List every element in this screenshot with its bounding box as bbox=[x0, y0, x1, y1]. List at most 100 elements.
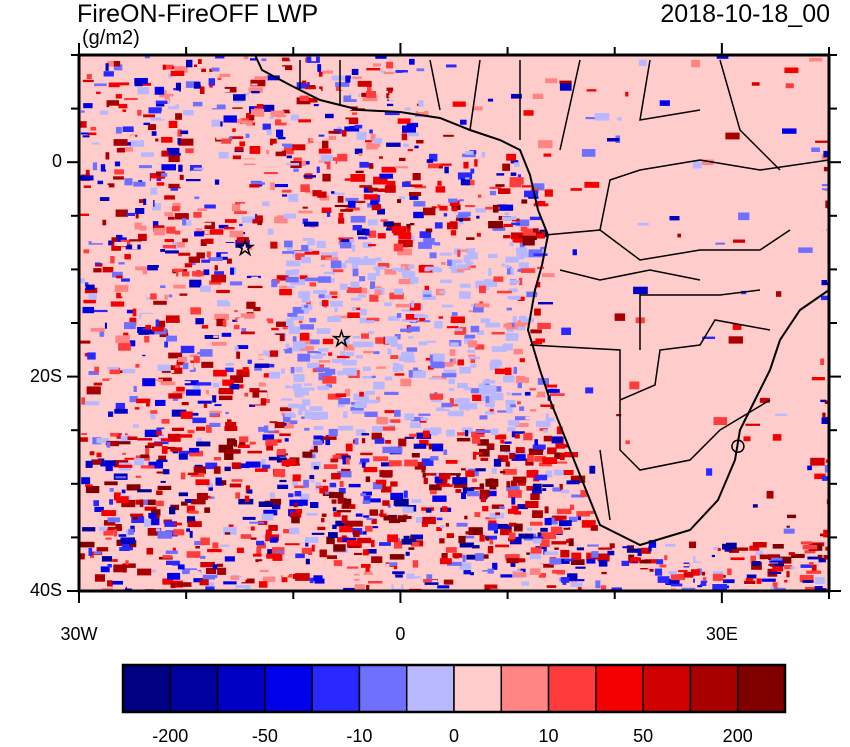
lwp-cell bbox=[381, 115, 392, 122]
lwp-cell bbox=[455, 159, 460, 164]
lwp-cell bbox=[85, 401, 100, 406]
lwp-cell bbox=[263, 61, 275, 65]
lwp-cell bbox=[467, 340, 478, 347]
lwp-cell bbox=[825, 459, 829, 463]
x-tick-label: 30E bbox=[705, 624, 738, 644]
lwp-cell bbox=[530, 521, 543, 526]
lwp-cell bbox=[83, 67, 97, 74]
lwp-cell bbox=[697, 585, 703, 588]
lwp-cell bbox=[351, 244, 356, 252]
lwp-cell bbox=[288, 326, 301, 334]
lwp-cell bbox=[586, 510, 594, 514]
lwp-cell bbox=[257, 208, 265, 216]
lwp-cell bbox=[420, 417, 428, 421]
lwp-cell bbox=[532, 444, 546, 450]
lwp-cell bbox=[248, 270, 260, 274]
lwp-cell bbox=[320, 436, 324, 444]
lwp-cell bbox=[772, 434, 782, 441]
lwp-cell bbox=[319, 195, 330, 201]
lwp-cell bbox=[291, 516, 300, 524]
lwp-cell bbox=[455, 217, 471, 221]
lwp-cell bbox=[354, 584, 365, 591]
lwp-cell bbox=[282, 57, 290, 62]
lwp-cell bbox=[118, 441, 131, 445]
lwp-cell bbox=[446, 64, 457, 68]
lwp-cell bbox=[335, 393, 346, 398]
lwp-cell bbox=[517, 401, 521, 405]
lwp-cell bbox=[804, 586, 819, 591]
lwp-cell bbox=[363, 366, 371, 372]
lwp-cell bbox=[401, 133, 408, 141]
lwp-cell bbox=[116, 148, 125, 153]
lwp-cell bbox=[514, 434, 520, 439]
lwp-cell bbox=[439, 160, 452, 166]
lwp-cell bbox=[128, 528, 134, 535]
lwp-cell bbox=[359, 185, 372, 188]
lwp-cell bbox=[223, 581, 237, 585]
lwp-cell bbox=[691, 59, 701, 68]
lwp-cell bbox=[210, 102, 217, 109]
lwp-cell bbox=[237, 317, 245, 325]
lwp-cell bbox=[107, 580, 113, 587]
lwp-cell bbox=[728, 336, 743, 344]
lwp-cell bbox=[89, 149, 99, 153]
lwp-cell bbox=[439, 558, 452, 565]
lwp-cell bbox=[249, 521, 265, 524]
lwp-cell bbox=[276, 449, 286, 456]
lwp-cell bbox=[488, 221, 503, 229]
lwp-cell bbox=[292, 474, 301, 482]
lwp-cell bbox=[534, 455, 546, 462]
lwp-cell bbox=[448, 262, 457, 269]
lwp-cell bbox=[304, 221, 319, 227]
lwp-cell bbox=[166, 560, 180, 566]
lwp-cell bbox=[429, 484, 442, 491]
lwp-cell bbox=[470, 363, 477, 368]
lwp-cell bbox=[79, 175, 94, 181]
lwp-cell bbox=[359, 161, 373, 168]
lwp-cell bbox=[214, 404, 222, 407]
lwp-cell bbox=[345, 351, 355, 357]
lwp-cell bbox=[81, 433, 87, 435]
lwp-cell bbox=[563, 470, 574, 475]
lwp-cell bbox=[120, 434, 132, 442]
lwp-cell bbox=[447, 411, 463, 416]
lwp-cell bbox=[150, 187, 158, 195]
lwp-cell bbox=[502, 343, 513, 351]
lwp-cell bbox=[316, 328, 331, 334]
lwp-cell bbox=[332, 524, 337, 529]
lwp-cell bbox=[772, 544, 784, 549]
lwp-cell bbox=[95, 414, 102, 421]
lwp-cell bbox=[589, 465, 596, 474]
lwp-cell bbox=[252, 553, 262, 557]
lwp-cell bbox=[543, 429, 548, 433]
lwp-cell bbox=[214, 313, 229, 321]
lwp-cell bbox=[771, 557, 783, 562]
lwp-cell bbox=[711, 554, 715, 558]
lwp-cell bbox=[317, 276, 331, 283]
lwp-cell bbox=[424, 582, 439, 585]
lwp-cell bbox=[629, 381, 640, 390]
lwp-cell bbox=[388, 562, 397, 567]
lwp-cell bbox=[530, 564, 544, 568]
lwp-cell bbox=[446, 429, 455, 437]
lwp-cell bbox=[534, 308, 541, 316]
lwp-cell bbox=[213, 335, 219, 338]
lwp-cell bbox=[301, 244, 309, 252]
lwp-cell bbox=[752, 561, 761, 566]
lwp-cell bbox=[395, 60, 410, 66]
lwp-cell bbox=[648, 540, 657, 548]
lwp-cell bbox=[270, 265, 280, 272]
lwp-cell bbox=[175, 230, 181, 235]
lwp-cell bbox=[510, 232, 524, 240]
lwp-cell bbox=[105, 185, 109, 189]
lwp-cell bbox=[408, 277, 419, 284]
lwp-cell bbox=[267, 388, 277, 393]
lwp-cell bbox=[284, 348, 293, 354]
lwp-cell bbox=[483, 490, 497, 497]
lwp-cell bbox=[101, 556, 113, 562]
lwp-cell bbox=[151, 131, 157, 136]
lwp-cell bbox=[784, 67, 799, 74]
lwp-cell bbox=[345, 443, 353, 452]
lwp-cell bbox=[279, 407, 292, 412]
y-tick-label: 40S bbox=[29, 580, 62, 600]
